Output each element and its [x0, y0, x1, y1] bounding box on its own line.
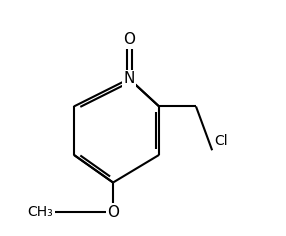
- Text: Cl: Cl: [214, 134, 228, 148]
- Text: N: N: [124, 71, 135, 86]
- Text: CH₃: CH₃: [27, 206, 53, 219]
- Text: O: O: [123, 32, 135, 47]
- Text: O: O: [107, 205, 119, 220]
